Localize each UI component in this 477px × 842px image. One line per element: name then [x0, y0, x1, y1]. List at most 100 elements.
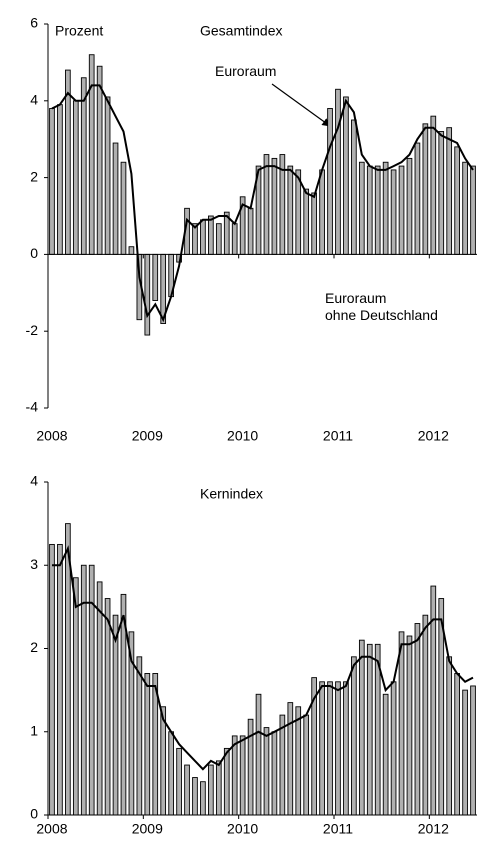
bar	[223, 747, 230, 816]
line	[51, 84, 474, 323]
bar	[430, 115, 437, 255]
bar	[128, 246, 135, 255]
bar	[303, 714, 310, 816]
bar	[319, 169, 325, 255]
bar	[208, 215, 214, 255]
chart-title: Kernindex	[200, 486, 263, 502]
x-tick-label: 2012	[418, 428, 449, 444]
bar	[57, 104, 63, 255]
bar	[398, 631, 405, 816]
bar	[255, 693, 262, 816]
bar	[120, 161, 127, 255]
bar	[390, 681, 397, 816]
bar	[311, 192, 317, 255]
bar	[335, 88, 341, 255]
bar	[303, 188, 310, 255]
y-tick-label: 4	[30, 92, 38, 108]
bar	[279, 714, 286, 816]
bar	[327, 108, 333, 255]
bar	[351, 656, 357, 816]
bar	[422, 614, 429, 816]
bar	[49, 543, 55, 816]
bar	[200, 219, 206, 255]
bar	[239, 735, 246, 816]
bar	[446, 127, 453, 255]
bar	[136, 656, 143, 816]
bar	[358, 639, 365, 816]
bar	[351, 119, 357, 255]
bar	[438, 131, 445, 255]
bar	[462, 161, 468, 255]
bar	[287, 165, 294, 255]
bar	[231, 735, 238, 816]
y-axis-label: Prozent	[55, 23, 103, 39]
y-tick-label: 4	[30, 473, 38, 489]
y-tick-label: 0	[30, 806, 38, 822]
bar	[104, 598, 111, 816]
bar	[168, 731, 174, 816]
bar	[80, 77, 87, 255]
bar	[192, 777, 198, 816]
x-tick-label: 2009	[132, 821, 163, 837]
x-tick-label: 2012	[418, 821, 449, 837]
bar	[96, 581, 103, 816]
bar	[72, 577, 79, 816]
x-tick-label: 2009	[132, 428, 163, 444]
bar	[57, 543, 63, 816]
bar	[176, 747, 182, 816]
bar	[406, 157, 413, 255]
bar	[287, 702, 294, 816]
bar	[247, 207, 254, 255]
bar	[144, 673, 151, 816]
bar	[215, 760, 222, 816]
bar	[454, 146, 460, 255]
y-tick-label: 2	[30, 639, 38, 655]
bar	[390, 169, 397, 255]
bar	[335, 681, 341, 816]
annotation-arrow	[271, 83, 331, 127]
chart-title: Gesamtindex	[200, 23, 282, 39]
series-label: Euroraum	[215, 63, 277, 79]
x-tick-label: 2008	[36, 428, 67, 444]
bar	[200, 781, 206, 816]
bar	[49, 108, 55, 255]
bar	[112, 142, 119, 255]
bar	[470, 165, 476, 255]
bar	[263, 727, 270, 816]
bar	[144, 253, 151, 336]
series-label: Euroraum ohne Deutschland	[325, 290, 438, 323]
x-tick-label: 2010	[227, 428, 258, 444]
x-tick-label: 2008	[36, 821, 67, 837]
bar	[72, 100, 79, 255]
bar	[374, 165, 381, 255]
bar	[295, 706, 302, 816]
y-tick-label: -4	[26, 399, 39, 415]
bar	[358, 161, 365, 255]
bar	[184, 764, 190, 816]
bar	[414, 142, 421, 255]
y-tick-label: 3	[30, 556, 38, 572]
bar	[382, 693, 389, 816]
bar	[366, 643, 373, 816]
x-tick-label: 2011	[323, 428, 353, 444]
bar	[96, 65, 103, 255]
bar	[152, 253, 159, 301]
bar	[422, 123, 429, 255]
bar	[112, 614, 119, 816]
y-tick-label: 2	[30, 168, 38, 184]
bar	[382, 161, 389, 255]
y-tick-label: 6	[30, 15, 38, 31]
bar	[366, 165, 373, 255]
x-tick-label: 2010	[227, 821, 258, 837]
bar	[343, 96, 349, 255]
bar	[208, 764, 214, 816]
bar	[263, 154, 270, 255]
bar	[215, 223, 222, 255]
bar	[231, 223, 238, 255]
line	[52, 545, 474, 771]
bar	[446, 656, 453, 816]
y-tick-label: 1	[30, 722, 38, 738]
bar	[343, 681, 349, 816]
